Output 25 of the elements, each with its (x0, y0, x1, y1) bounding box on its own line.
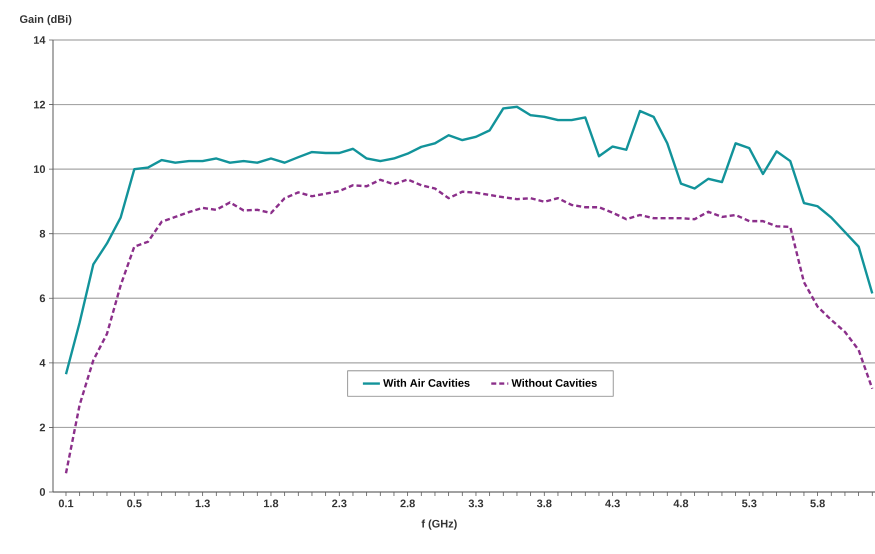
x-tick-label: 1.8 (264, 500, 278, 508)
x-tick-label: 1.3 (196, 500, 210, 508)
x-tick-label: 4.8 (674, 500, 688, 508)
y-tick-label: 2 (40, 424, 46, 432)
y-tick-label: 0 (40, 488, 46, 496)
y-tick-label: 10 (34, 165, 46, 174)
y-tick-label: 6 (40, 294, 46, 302)
y-tick-label: 4 (40, 359, 46, 367)
x-tick-label: 0.5 (127, 500, 142, 508)
y-tick-label: 14 (34, 36, 46, 44)
line-series (64, 106, 874, 376)
x-tick-label: 0.1 (58, 500, 74, 508)
x-tick-label: 4.3 (605, 500, 620, 508)
legend-label: Without Cavities (511, 378, 597, 387)
y-tick-label: 8 (40, 230, 46, 238)
y-tick-label: 12 (34, 100, 46, 108)
x-tick-label: 2.8 (400, 500, 415, 508)
legend-label: With Air Cavities (383, 378, 470, 387)
y-axis-title: Gain (dBi) (20, 14, 72, 26)
x-axis-title: f (GHz) (422, 520, 457, 530)
x-tick-label: 5.3 (742, 500, 757, 508)
x-tick-label: 3.3 (468, 500, 484, 508)
x-tick-label: 3.8 (536, 500, 552, 508)
x-tick-label: 5.8 (810, 500, 825, 508)
x-tick-label: 2.3 (332, 500, 347, 508)
